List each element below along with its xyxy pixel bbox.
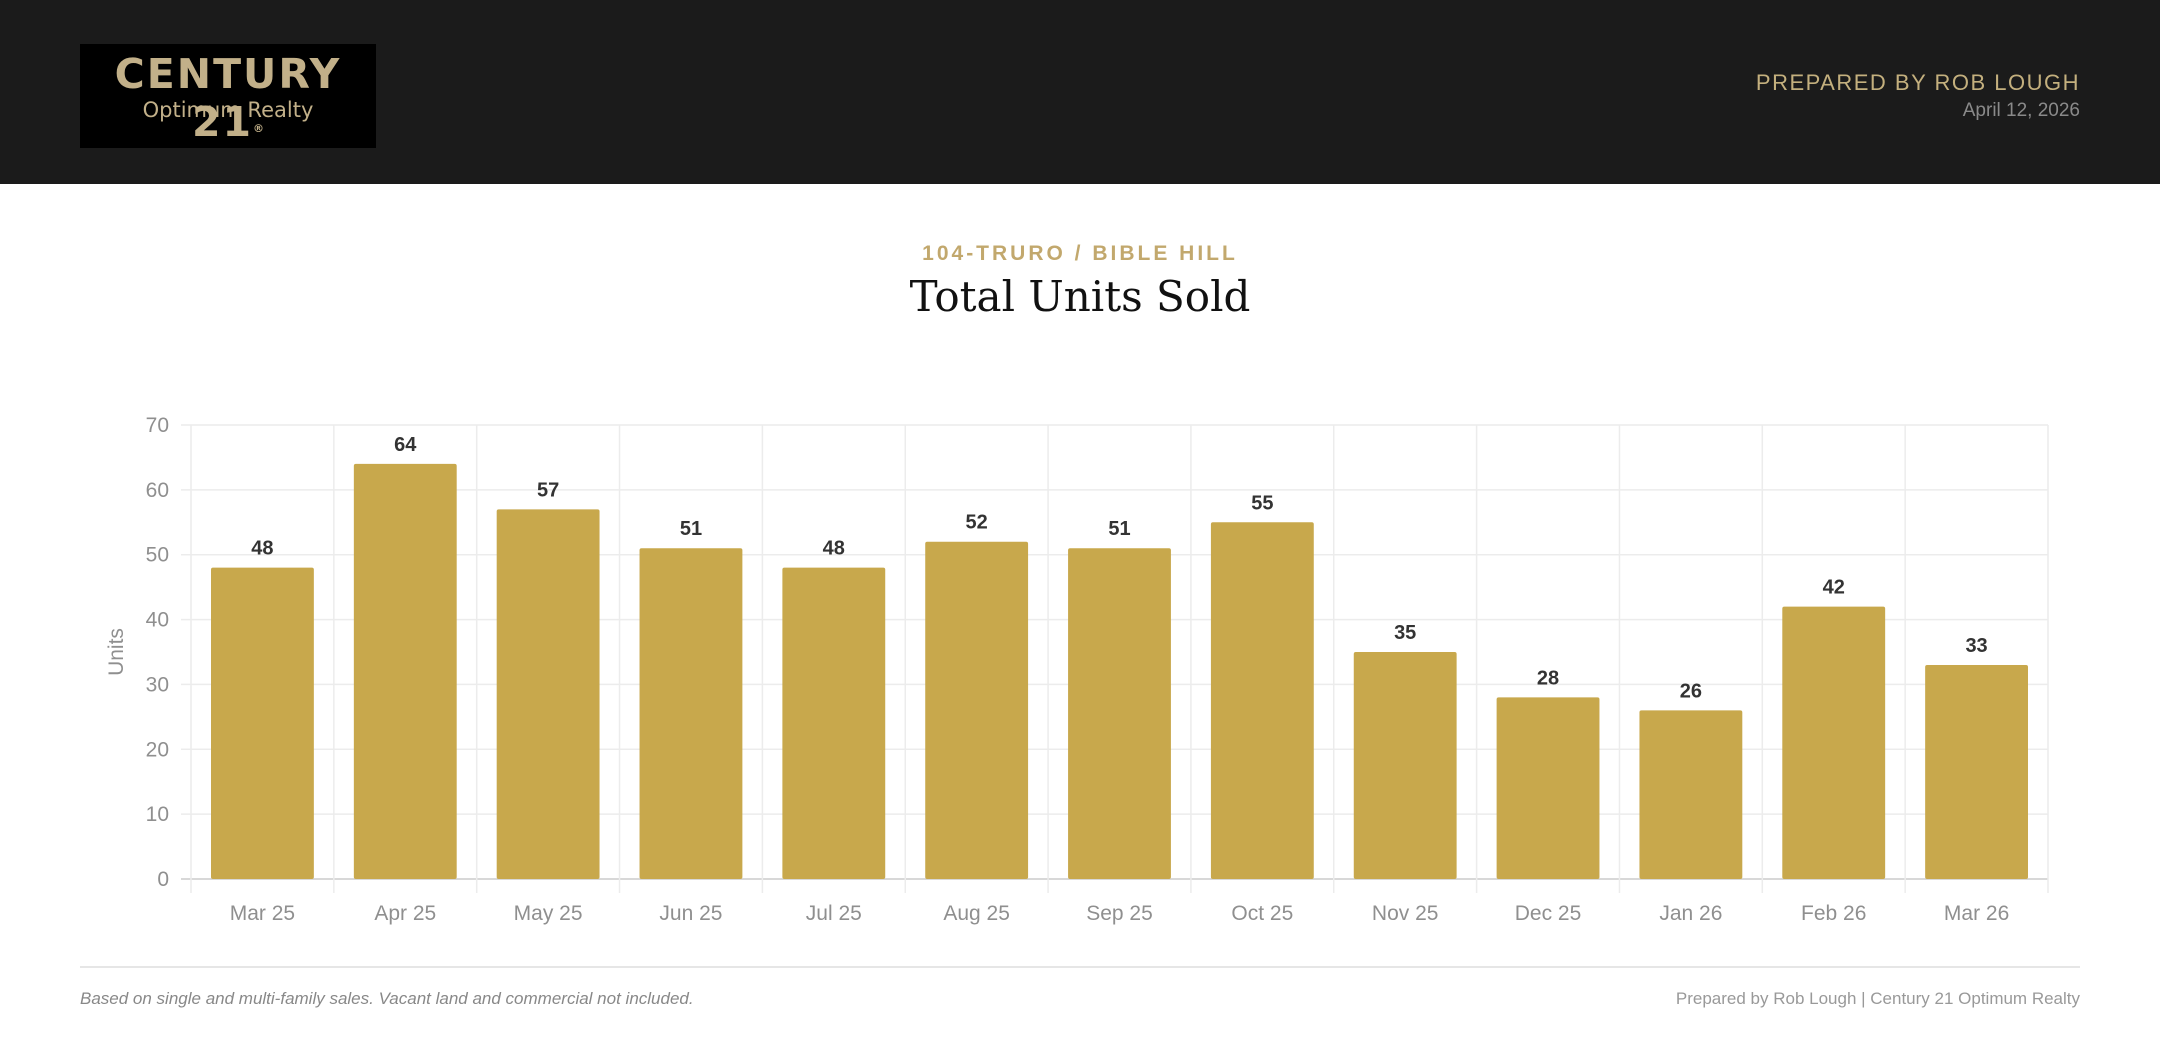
bar	[1210, 522, 1314, 879]
y-tick-label: 60	[146, 479, 169, 502]
bar	[1068, 548, 1171, 879]
bar-value-label: 51	[1108, 518, 1130, 540]
bar-value-label: 33	[1965, 635, 1987, 657]
units-sold-chart: 0 10 20 30 40 50 60 70 48 Mar 25 64 Apr 25 57 May 25 5…	[105, 414, 2049, 925]
bar	[496, 509, 600, 879]
y-tick-label: 70	[146, 414, 169, 437]
bar-value-label: 42	[1823, 577, 1845, 599]
y-tick-label: 40	[146, 609, 169, 632]
bar	[1639, 710, 1743, 879]
x-tick-label: Jul 25	[806, 902, 862, 925]
y-tick-label: 50	[146, 544, 169, 567]
bar-value-label: 48	[823, 538, 845, 560]
footer-divider	[80, 966, 2080, 968]
prepared-by: PREPARED BY ROB LOUGH	[1755, 70, 2080, 95]
bar	[210, 567, 314, 879]
logo-subtitle: Optimum Realty	[142, 98, 314, 122]
footnote: Based on single and multi-family sales. …	[80, 989, 694, 1008]
footer-credit: Prepared by Rob Lough | Century 21 Optim…	[1675, 989, 2080, 1008]
x-tick-label: Nov 25	[1372, 902, 1439, 925]
y-tick-label: 30	[146, 673, 169, 696]
bar-value-label: 26	[1680, 680, 1702, 702]
bar	[639, 548, 743, 879]
registered-mark: ®	[253, 122, 265, 135]
chart-title: Total Units Sold	[909, 272, 1251, 321]
y-axis-title: Units	[105, 628, 128, 676]
bar	[925, 541, 1029, 879]
region-label: 104-TRURO / BIBLE HILL	[922, 242, 1238, 265]
bar	[782, 567, 886, 879]
y-tick-label: 10	[146, 803, 169, 826]
x-tick-label: Mar 25	[230, 902, 295, 925]
logo-brand: CENTURY 21®	[114, 50, 342, 146]
bar	[1496, 697, 1600, 879]
bar-value-label: 48	[251, 538, 273, 560]
bar	[1925, 664, 2029, 879]
bar-value-label: 57	[537, 479, 559, 501]
x-tick-label: Apr 25	[374, 902, 436, 925]
bar-value-label: 52	[966, 512, 988, 534]
x-tick-label: Sep 25	[1086, 902, 1153, 925]
x-tick-label: Oct 25	[1231, 902, 1293, 925]
report-header: CENTURY 21® Optimum Realty PREPARED BY R…	[0, 0, 2160, 184]
x-tick-label: Jan 26	[1659, 902, 1722, 925]
x-tick-label: Jun 25	[659, 902, 722, 925]
bar-value-label: 28	[1537, 667, 1559, 689]
bar-value-label: 55	[1251, 492, 1273, 514]
bar-value-label: 35	[1394, 622, 1416, 644]
x-tick-label: Aug 25	[943, 902, 1010, 925]
bar-value-label: 51	[680, 518, 702, 540]
y-tick-label: 0	[157, 868, 169, 891]
x-tick-label: Mar 26	[1944, 902, 2009, 925]
bar-value-label: 64	[394, 434, 417, 456]
x-tick-label: May 25	[514, 902, 583, 925]
y-tick-label: 20	[146, 738, 169, 761]
x-tick-label: Dec 25	[1515, 902, 1582, 925]
report-date: April 12, 2026	[1962, 100, 2080, 121]
bar	[1353, 652, 1457, 879]
bar	[353, 463, 457, 879]
century21-logo: CENTURY 21® Optimum Realty	[80, 44, 376, 148]
bar	[1782, 606, 1886, 879]
x-tick-label: Feb 26	[1801, 902, 1866, 925]
